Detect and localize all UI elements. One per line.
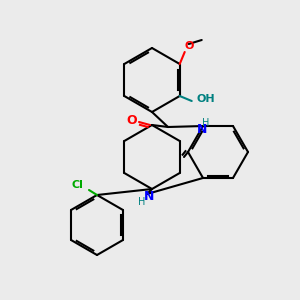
Text: OH: OH	[196, 94, 215, 104]
Text: O: O	[127, 115, 137, 128]
Text: Cl: Cl	[71, 180, 83, 190]
Text: H: H	[202, 118, 210, 128]
Text: N: N	[197, 122, 207, 136]
Text: H: H	[138, 197, 146, 207]
Text: O: O	[184, 41, 194, 51]
Text: N: N	[144, 190, 154, 202]
